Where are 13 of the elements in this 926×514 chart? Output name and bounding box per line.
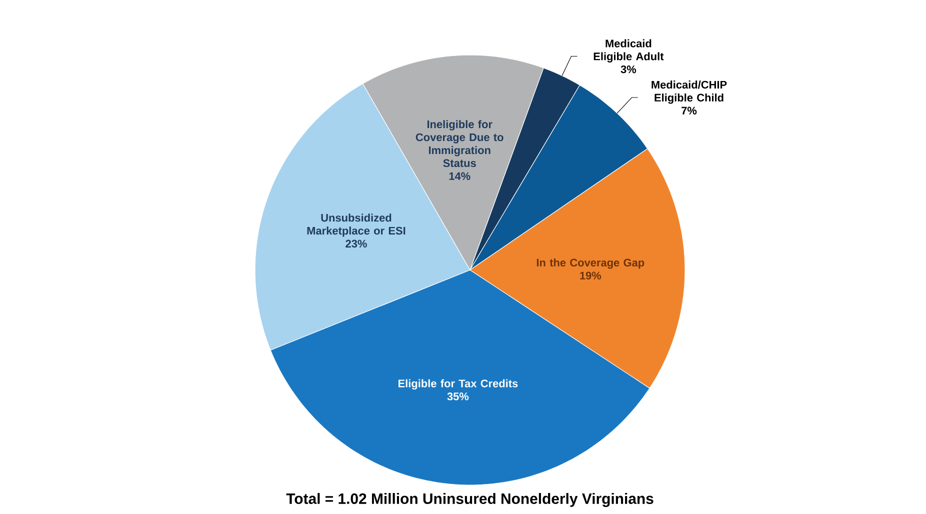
data-label: 3% xyxy=(620,65,636,74)
data-label: 35% xyxy=(447,392,469,400)
slice-label: Unsubsidized Marketplace or ESI xyxy=(307,214,406,237)
data-label: 19% xyxy=(580,272,602,280)
slice-label: Medicaid Eligible Adult xyxy=(594,39,664,62)
text: Total = 1.02 Million Uninsured Nonelderly Virginians xyxy=(286,493,654,508)
slice-label: Eligible for Tax Credits xyxy=(398,379,518,390)
data-label: 7% xyxy=(682,106,697,114)
slice-label: In the Coverage Gap xyxy=(536,258,644,269)
slice-label: Medicaid/CHIP Eligible Child xyxy=(652,80,727,104)
data-label: 23% xyxy=(346,240,367,248)
data-label: 14% xyxy=(449,172,470,180)
slice-label: Ineligible for Coverage Due to Immigration Status xyxy=(416,120,504,168)
